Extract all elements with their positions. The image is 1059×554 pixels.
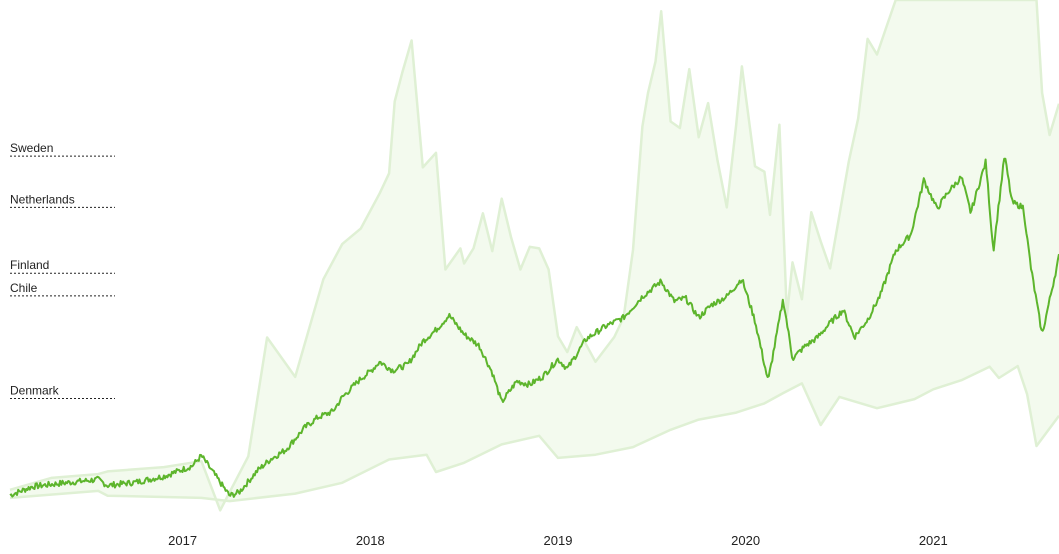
range-band-lower-edge bbox=[9, 364, 1059, 503]
range-band-area bbox=[10, 0, 1059, 511]
reference-finland: Finland bbox=[10, 258, 115, 274]
range-band-upper-edge bbox=[9, 0, 1059, 512]
reference-netherlands: Netherlands bbox=[10, 192, 115, 208]
x-tick-label-2021: 2021 bbox=[919, 533, 948, 548]
reference-label-netherlands: Netherlands bbox=[10, 192, 75, 206]
reference-chile: Chile bbox=[10, 281, 115, 297]
reference-label-denmark: Denmark bbox=[10, 384, 60, 398]
x-tick-label-2017: 2017 bbox=[168, 533, 197, 548]
reference-label-chile: Chile bbox=[10, 281, 38, 295]
reference-label-sweden: Sweden bbox=[10, 141, 53, 155]
reference-sweden: Sweden bbox=[10, 141, 115, 157]
reference-denmark: Denmark bbox=[10, 384, 115, 399]
reference-label-finland: Finland bbox=[10, 258, 49, 272]
x-tick-label-2020: 2020 bbox=[731, 533, 760, 548]
x-tick-label-2019: 2019 bbox=[544, 533, 573, 548]
series-line bbox=[9, 157, 1059, 498]
x-tick-label-2018: 2018 bbox=[356, 533, 385, 548]
